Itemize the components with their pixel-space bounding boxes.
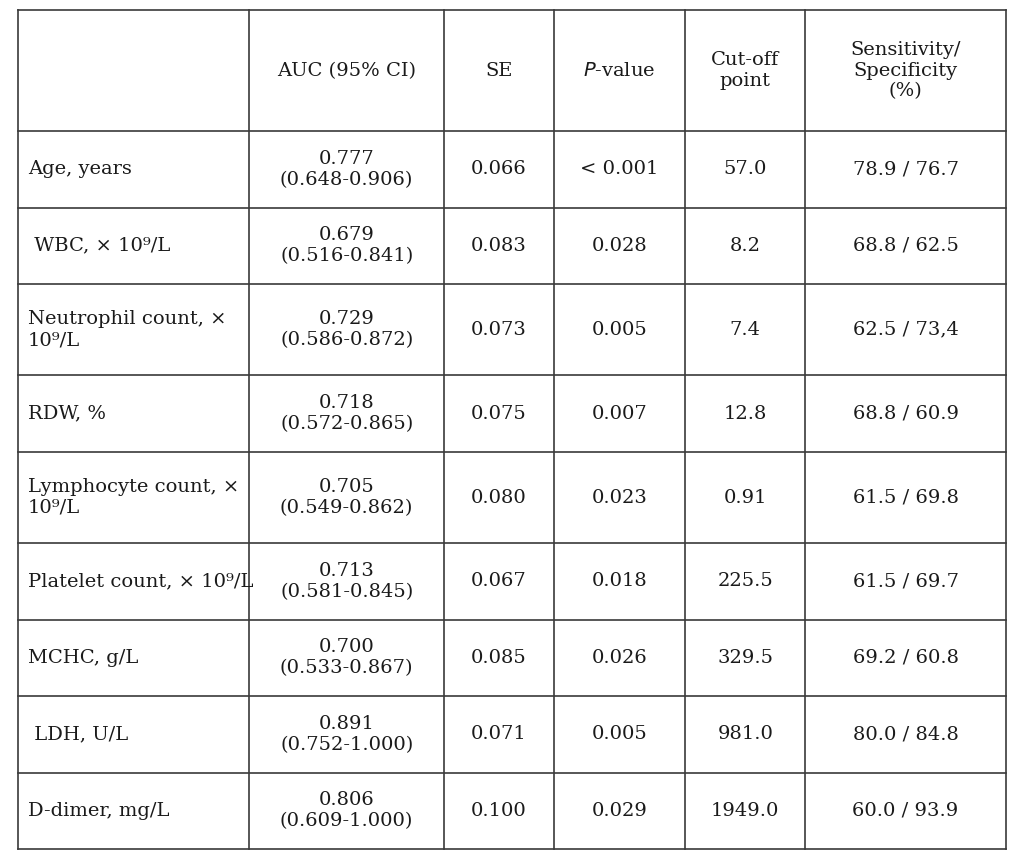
Text: 981.0: 981.0 — [718, 726, 773, 743]
Text: Platelet count, × 10⁹/L: Platelet count, × 10⁹/L — [28, 573, 254, 590]
Text: 0.075: 0.075 — [471, 404, 526, 422]
Text: 0.679
(0.516-0.841): 0.679 (0.516-0.841) — [280, 226, 414, 265]
Text: 0.700
(0.533-0.867): 0.700 (0.533-0.867) — [280, 638, 414, 677]
Text: 78.9 / 76.7: 78.9 / 76.7 — [853, 161, 958, 178]
Text: SE: SE — [485, 61, 512, 79]
Text: LDH, U/L: LDH, U/L — [28, 726, 128, 743]
Text: $\it{P}$-value: $\it{P}$-value — [584, 61, 655, 79]
Text: Sensitivity/
Specificity
(%): Sensitivity/ Specificity (%) — [850, 41, 961, 100]
Text: MCHC, g/L: MCHC, g/L — [28, 649, 138, 667]
Text: 0.007: 0.007 — [592, 404, 647, 422]
Text: Lymphocyte count, ×
10⁹/L: Lymphocyte count, × 10⁹/L — [28, 478, 240, 517]
Text: 0.028: 0.028 — [592, 237, 647, 255]
Text: 61.5 / 69.7: 61.5 / 69.7 — [853, 573, 958, 590]
Text: 0.073: 0.073 — [471, 321, 526, 339]
Text: 68.8 / 60.9: 68.8 / 60.9 — [853, 404, 958, 422]
Text: 0.718
(0.572-0.865): 0.718 (0.572-0.865) — [280, 394, 414, 433]
Text: 0.018: 0.018 — [592, 573, 647, 590]
Text: 0.713
(0.581-0.845): 0.713 (0.581-0.845) — [280, 562, 414, 600]
Text: 0.083: 0.083 — [471, 237, 526, 255]
Text: 0.891
(0.752-1.000): 0.891 (0.752-1.000) — [280, 715, 414, 753]
Text: 0.026: 0.026 — [592, 649, 647, 667]
Text: 0.705
(0.549-0.862): 0.705 (0.549-0.862) — [280, 478, 414, 517]
Text: 0.085: 0.085 — [471, 649, 526, 667]
Text: < 0.001: < 0.001 — [581, 161, 658, 178]
Text: 0.005: 0.005 — [592, 321, 647, 339]
Text: 0.100: 0.100 — [471, 802, 526, 820]
Text: 0.023: 0.023 — [592, 488, 647, 506]
Text: 69.2 / 60.8: 69.2 / 60.8 — [853, 649, 958, 667]
Text: 68.8 / 62.5: 68.8 / 62.5 — [853, 237, 958, 255]
Text: 0.080: 0.080 — [471, 488, 526, 506]
Text: 0.071: 0.071 — [471, 726, 526, 743]
Text: 329.5: 329.5 — [717, 649, 773, 667]
Text: D-dimer, mg/L: D-dimer, mg/L — [28, 802, 170, 820]
Text: AUC (95% CI): AUC (95% CI) — [278, 61, 416, 79]
Text: 0.067: 0.067 — [471, 573, 526, 590]
Text: 225.5: 225.5 — [718, 573, 773, 590]
Text: Cut-off
point: Cut-off point — [712, 51, 779, 90]
Text: 8.2: 8.2 — [730, 237, 761, 255]
Text: 7.4: 7.4 — [730, 321, 761, 339]
Text: 0.91: 0.91 — [724, 488, 767, 506]
Text: 0.066: 0.066 — [471, 161, 526, 178]
Text: 62.5 / 73,4: 62.5 / 73,4 — [853, 321, 958, 339]
Text: 80.0 / 84.8: 80.0 / 84.8 — [853, 726, 958, 743]
Text: 60.0 / 93.9: 60.0 / 93.9 — [852, 802, 958, 820]
Text: 1949.0: 1949.0 — [711, 802, 779, 820]
Text: 0.806
(0.609-1.000): 0.806 (0.609-1.000) — [280, 791, 414, 830]
Text: 0.729
(0.586-0.872): 0.729 (0.586-0.872) — [280, 310, 414, 349]
Text: 57.0: 57.0 — [724, 161, 767, 178]
Text: Age, years: Age, years — [28, 161, 132, 178]
Text: 12.8: 12.8 — [724, 404, 767, 422]
Text: 0.029: 0.029 — [592, 802, 647, 820]
Text: WBC, × 10⁹/L: WBC, × 10⁹/L — [28, 237, 170, 255]
Text: 0.777
(0.648-0.906): 0.777 (0.648-0.906) — [280, 150, 414, 189]
Text: Neutrophil count, ×
10⁹/L: Neutrophil count, × 10⁹/L — [28, 310, 226, 349]
Text: 61.5 / 69.8: 61.5 / 69.8 — [853, 488, 958, 506]
Text: RDW, %: RDW, % — [28, 404, 106, 422]
Text: 0.005: 0.005 — [592, 726, 647, 743]
